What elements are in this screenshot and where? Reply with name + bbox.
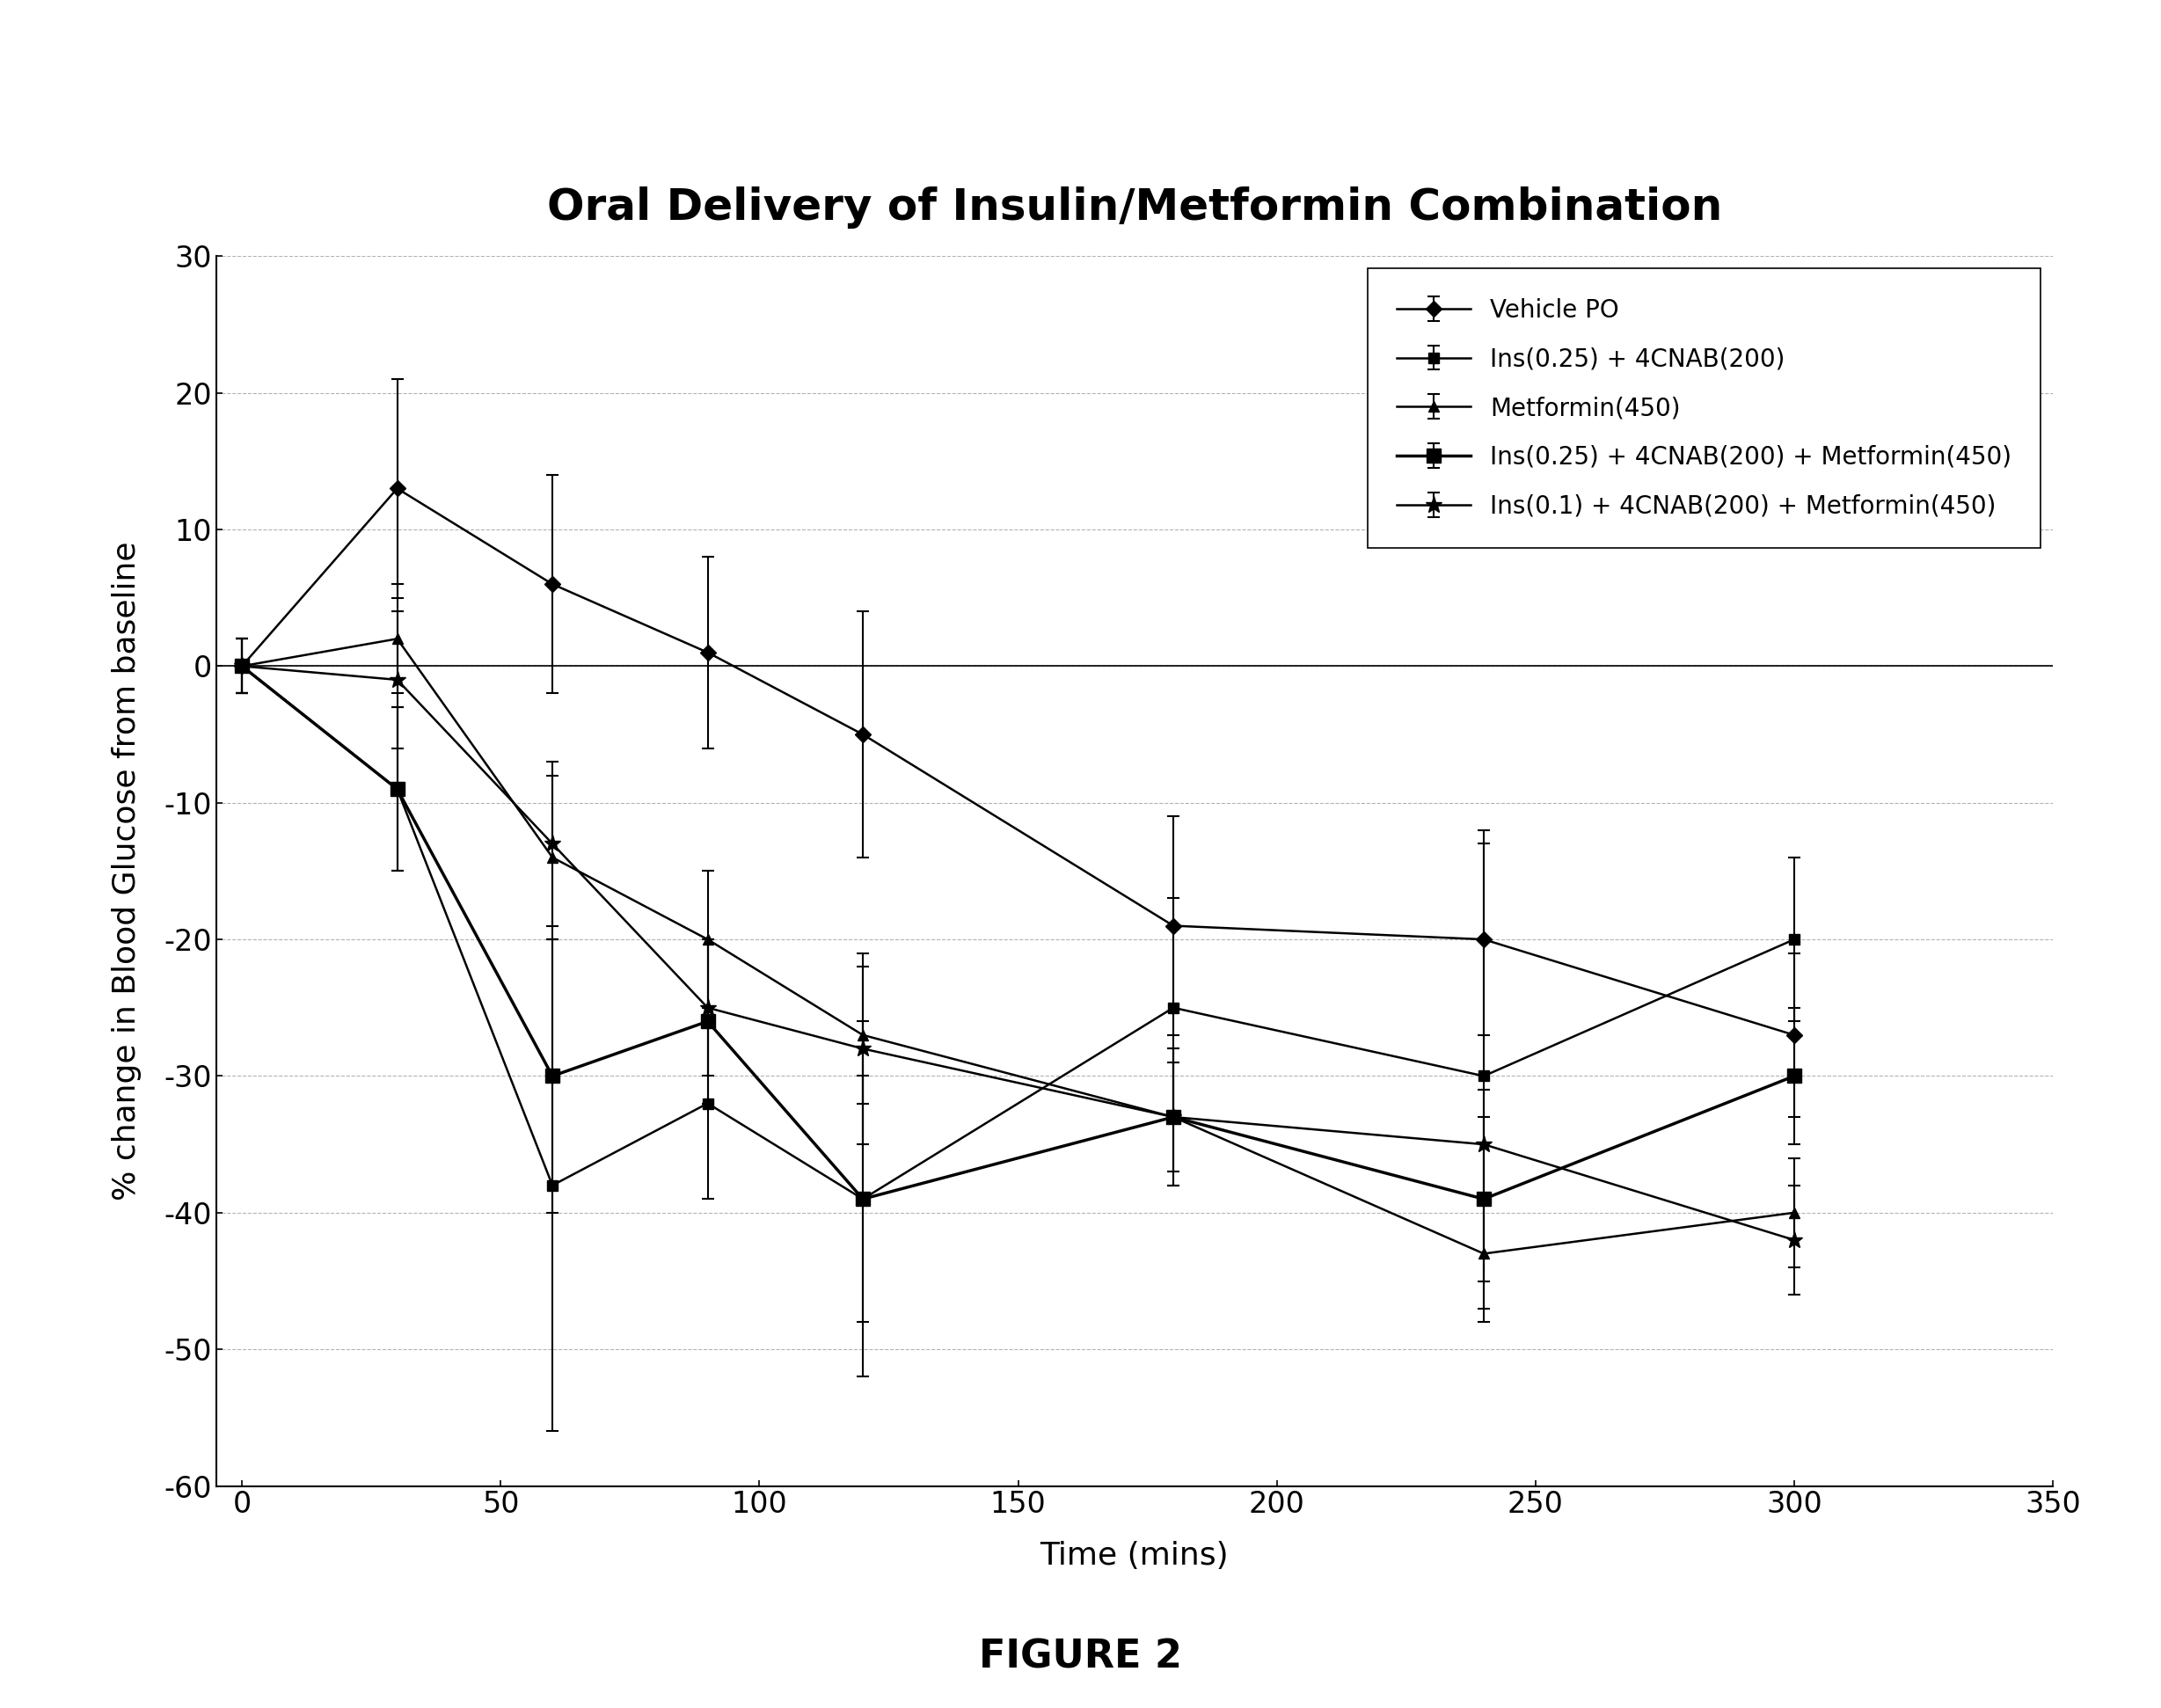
X-axis label: Time (mins): Time (mins) — [1039, 1541, 1230, 1571]
Title: Oral Delivery of Insulin/Metformin Combination: Oral Delivery of Insulin/Metformin Combi… — [547, 186, 1722, 229]
Legend: Vehicle PO, Ins(0.25) + 4CNAB(200), Metformin(450), Ins(0.25) + 4CNAB(200) + Met: Vehicle PO, Ins(0.25) + 4CNAB(200), Metf… — [1368, 268, 2040, 548]
Y-axis label: % change in Blood Glucose from baseline: % change in Blood Glucose from baseline — [112, 541, 143, 1201]
Text: FIGURE 2: FIGURE 2 — [979, 1638, 1182, 1676]
